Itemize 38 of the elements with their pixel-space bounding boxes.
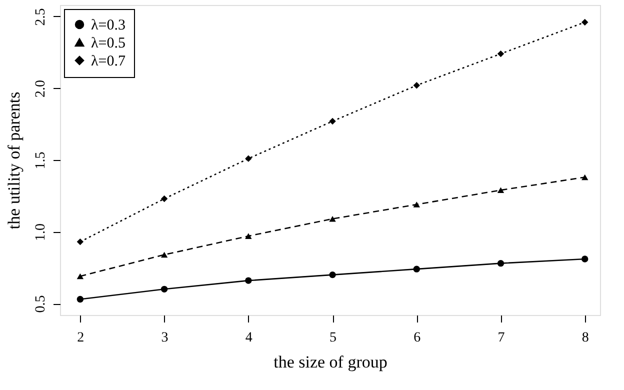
point bbox=[245, 155, 252, 162]
legend-label: λ=0.5 bbox=[91, 36, 126, 52]
y-tick-label: 0.5 bbox=[34, 295, 48, 313]
point bbox=[413, 202, 420, 208]
y-tick-label: 1.0 bbox=[34, 224, 48, 242]
y-axis-title: the utility of parents bbox=[4, 92, 24, 230]
point bbox=[497, 50, 504, 58]
point bbox=[160, 195, 168, 202]
x-tick-label: 2 bbox=[77, 330, 84, 346]
point bbox=[413, 82, 420, 89]
legend-label: λ=0.7 bbox=[91, 54, 126, 70]
x-tick-label: 6 bbox=[414, 330, 421, 346]
y-tick-label: 2.5 bbox=[34, 8, 48, 26]
legend-label: λ=0.3 bbox=[91, 18, 126, 34]
point bbox=[413, 266, 420, 272]
x-tick-label: 7 bbox=[498, 330, 505, 346]
point bbox=[497, 260, 504, 267]
x-tick-label: 5 bbox=[330, 330, 337, 346]
point bbox=[245, 233, 252, 239]
point bbox=[329, 216, 336, 222]
point bbox=[497, 187, 504, 194]
x-tick-label: 8 bbox=[582, 330, 589, 346]
point bbox=[329, 271, 336, 278]
point bbox=[245, 277, 252, 284]
x-tick-label: 4 bbox=[245, 330, 252, 346]
x-axis-title: the size of group bbox=[274, 352, 388, 372]
point bbox=[76, 238, 84, 246]
point bbox=[76, 273, 84, 280]
y-tick-label: 1.5 bbox=[34, 152, 48, 170]
x-tick-label: 3 bbox=[161, 330, 168, 346]
point bbox=[160, 252, 168, 258]
point bbox=[582, 174, 588, 180]
point bbox=[329, 118, 336, 125]
y-tick-label: 2.0 bbox=[34, 80, 48, 98]
point bbox=[160, 286, 168, 293]
point bbox=[582, 18, 588, 26]
point bbox=[76, 296, 84, 303]
point bbox=[582, 256, 588, 262]
